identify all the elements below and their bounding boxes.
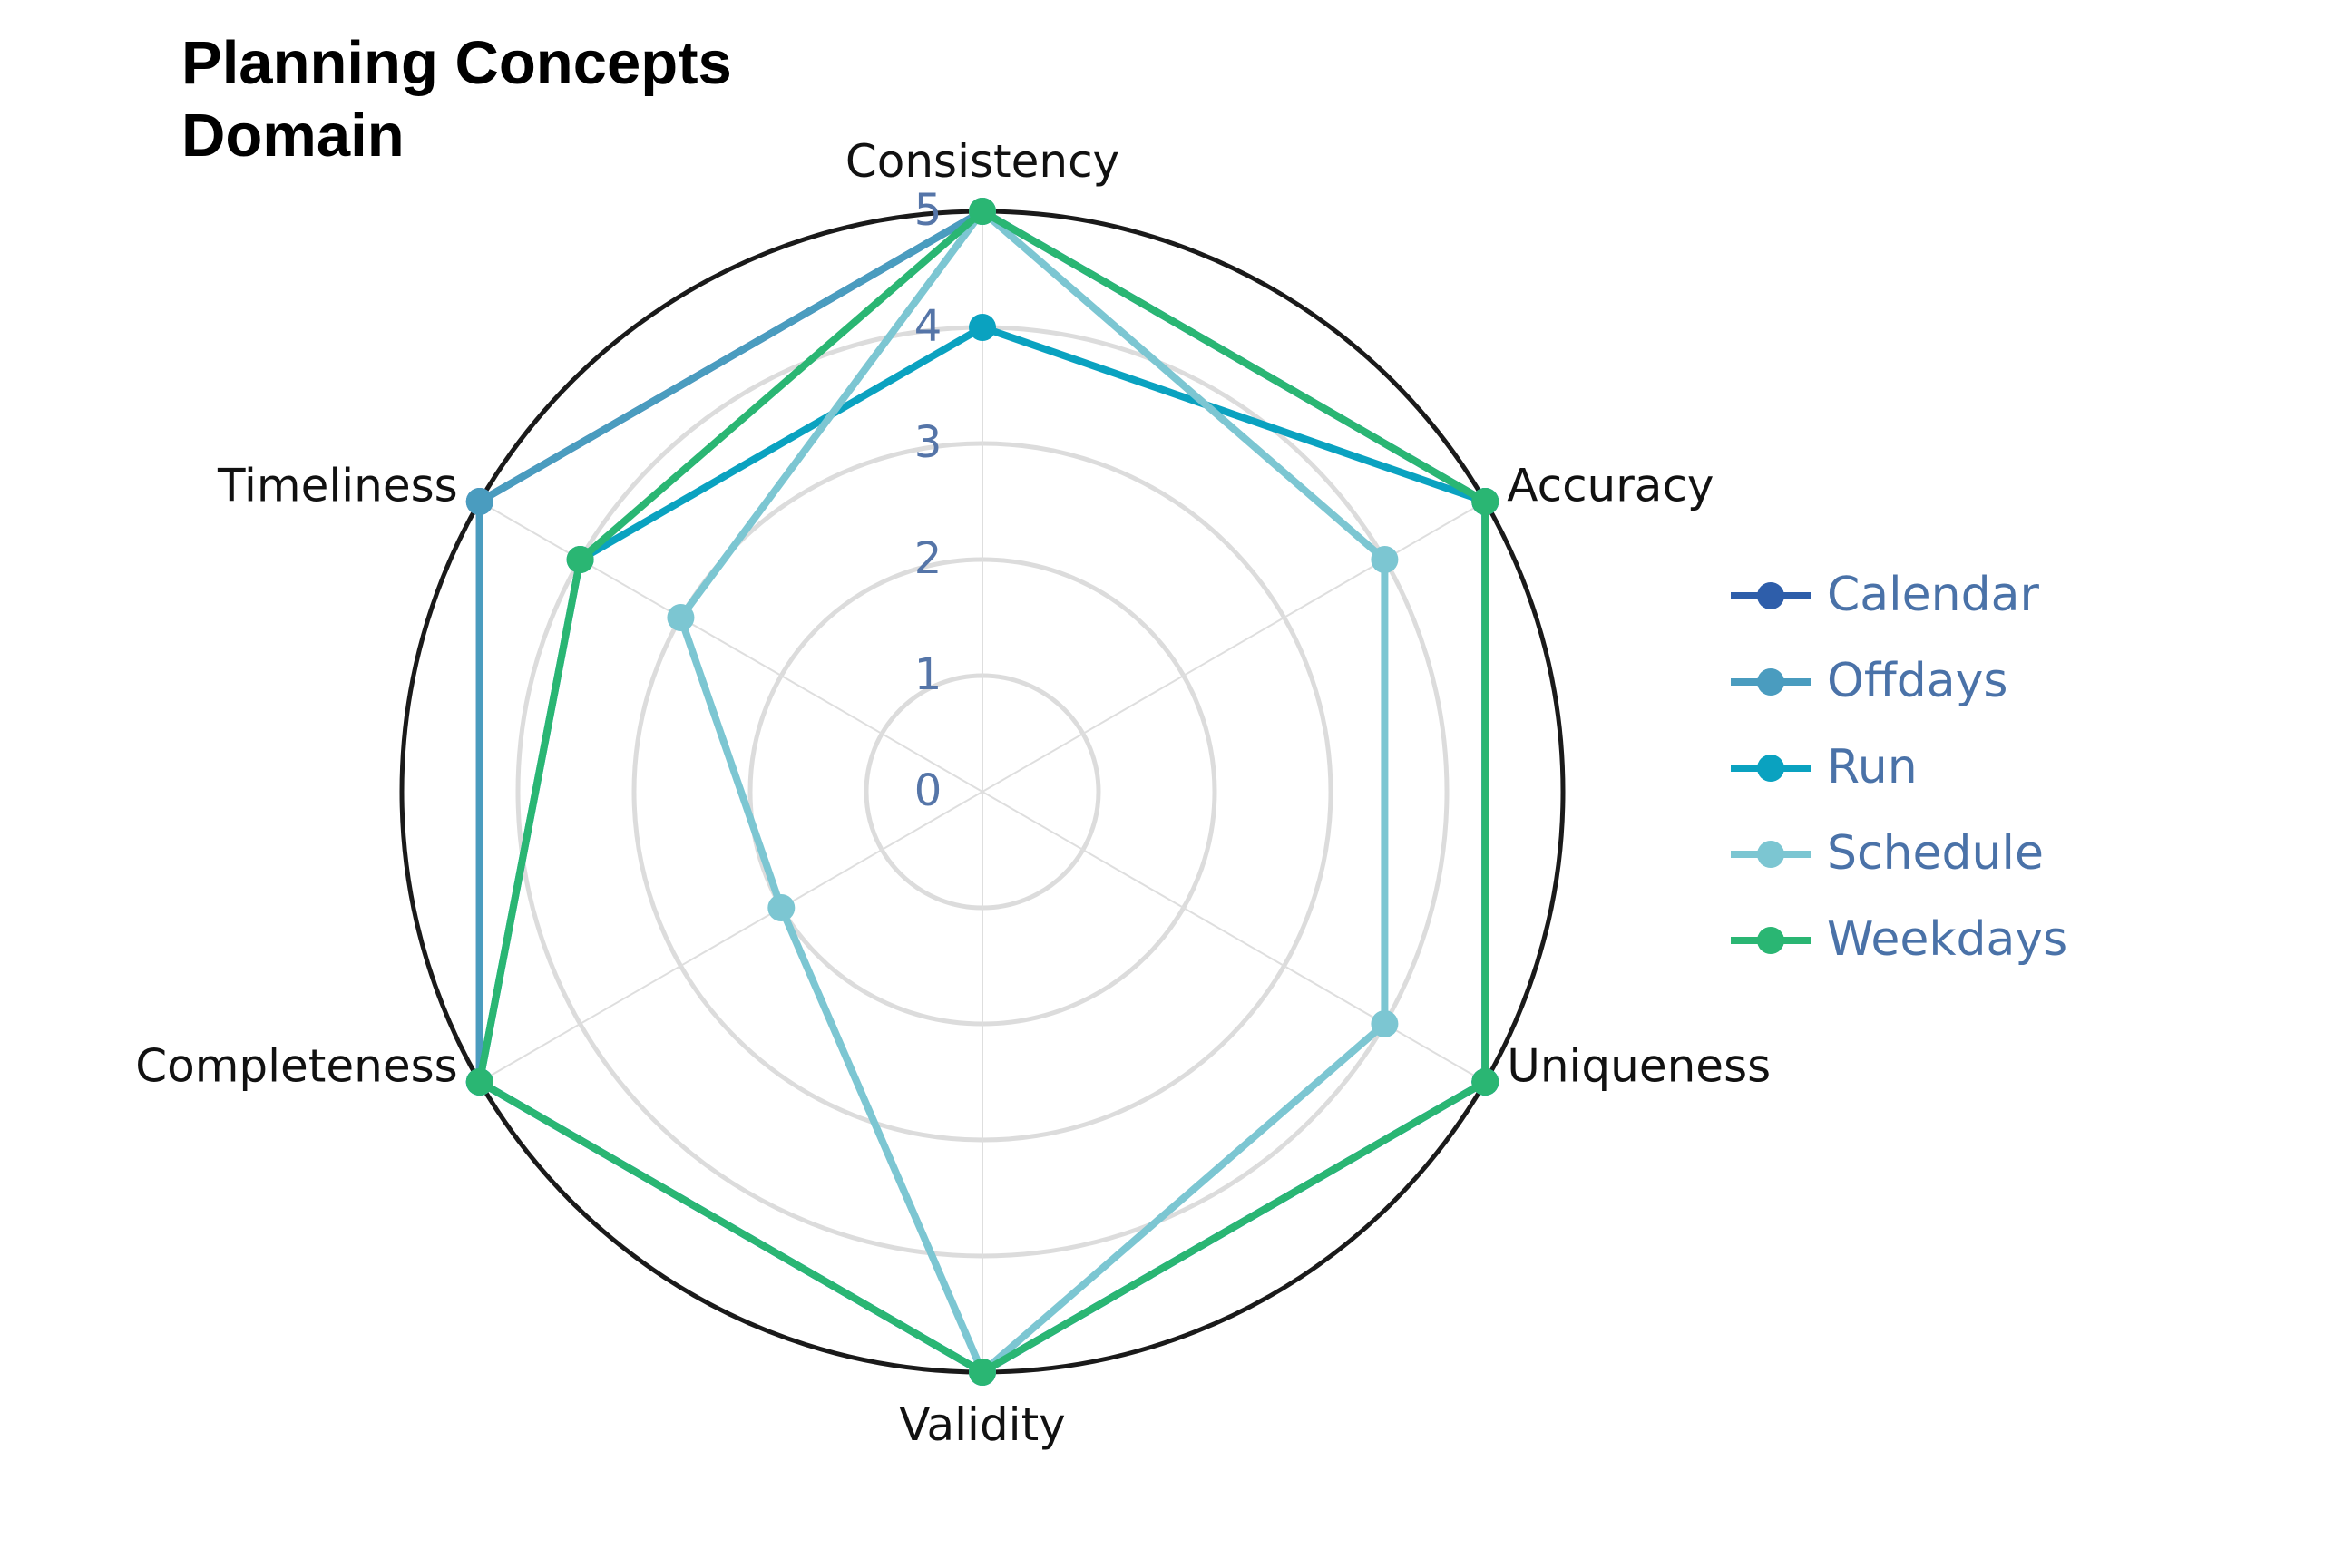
legend-label-offdays: Offdays	[1827, 654, 2008, 708]
legend-swatch-marker	[1757, 755, 1784, 782]
legend-label-schedule: Schedule	[1827, 826, 2044, 881]
axis-label-uniqueness: Uniqueness	[1507, 1040, 1771, 1093]
legend-item-calendar[interactable]: Calendar	[1731, 568, 2039, 622]
tick-layer: 0 1 2 3 4 5	[914, 185, 942, 816]
axis-label-validity: Validity	[899, 1398, 1066, 1451]
point-weekdays-consistency	[969, 198, 996, 225]
axis-label-accuracy: Accuracy	[1507, 460, 1714, 512]
legend-swatch-marker	[1757, 841, 1784, 868]
point-weekdays-timeliness	[566, 546, 594, 573]
spoke-uniqueness	[982, 791, 1486, 1083]
point-weekdays-completeness	[465, 1068, 493, 1096]
r-tick-5: 5	[914, 185, 942, 236]
axis-label-consistency: Consistency	[845, 135, 1119, 188]
spoke-accuracy	[982, 501, 1486, 793]
point-offdays-timeliness	[465, 488, 493, 515]
grid-layer	[399, 209, 1566, 1375]
legend-item-offdays[interactable]: Offdays	[1731, 654, 2008, 708]
r-tick-0: 0	[914, 765, 942, 816]
legend-swatch-marker	[1757, 668, 1784, 696]
r-tick-2: 2	[914, 533, 942, 584]
point-weekdays-validity	[969, 1359, 996, 1386]
legend-item-schedule[interactable]: Schedule	[1731, 826, 2044, 881]
series-weekdays	[465, 198, 1499, 1386]
spoke-timeliness	[479, 501, 983, 793]
series-layer	[465, 198, 1499, 1386]
legend-label-weekdays: Weekdays	[1827, 912, 2067, 967]
point-schedule-uniqueness	[1371, 1010, 1399, 1037]
point-weekdays-uniqueness	[1471, 1068, 1499, 1096]
axis-label-timeliness: Timeliness	[217, 460, 458, 512]
r-tick-4: 4	[914, 301, 942, 352]
r-tick-1: 1	[914, 649, 942, 700]
point-weekdays-accuracy	[1471, 488, 1499, 515]
axis-label-completeness: Completeness	[135, 1040, 458, 1093]
point-schedule-accuracy	[1371, 546, 1399, 573]
legend: Calendar Offdays Run Schedule Weekdays	[1731, 568, 2067, 967]
axis-label-layer: Consistency Accuracy Uniqueness Validity Com…	[135, 135, 1771, 1451]
legend-swatch-marker	[1757, 927, 1784, 954]
point-schedule-completeness	[767, 894, 796, 921]
point-schedule-timeliness	[667, 604, 695, 631]
legend-item-run[interactable]: Run	[1731, 740, 1918, 794]
spoke-completeness	[479, 791, 983, 1083]
r-tick-3: 3	[914, 417, 942, 468]
legend-swatch-marker	[1757, 582, 1784, 609]
legend-label-calendar: Calendar	[1827, 568, 2039, 622]
chart-title: Planning Concepts Domain	[181, 29, 732, 170]
point-run-consistency	[969, 314, 996, 341]
legend-label-run: Run	[1827, 740, 1918, 794]
legend-item-weekdays[interactable]: Weekdays	[1731, 912, 2067, 967]
